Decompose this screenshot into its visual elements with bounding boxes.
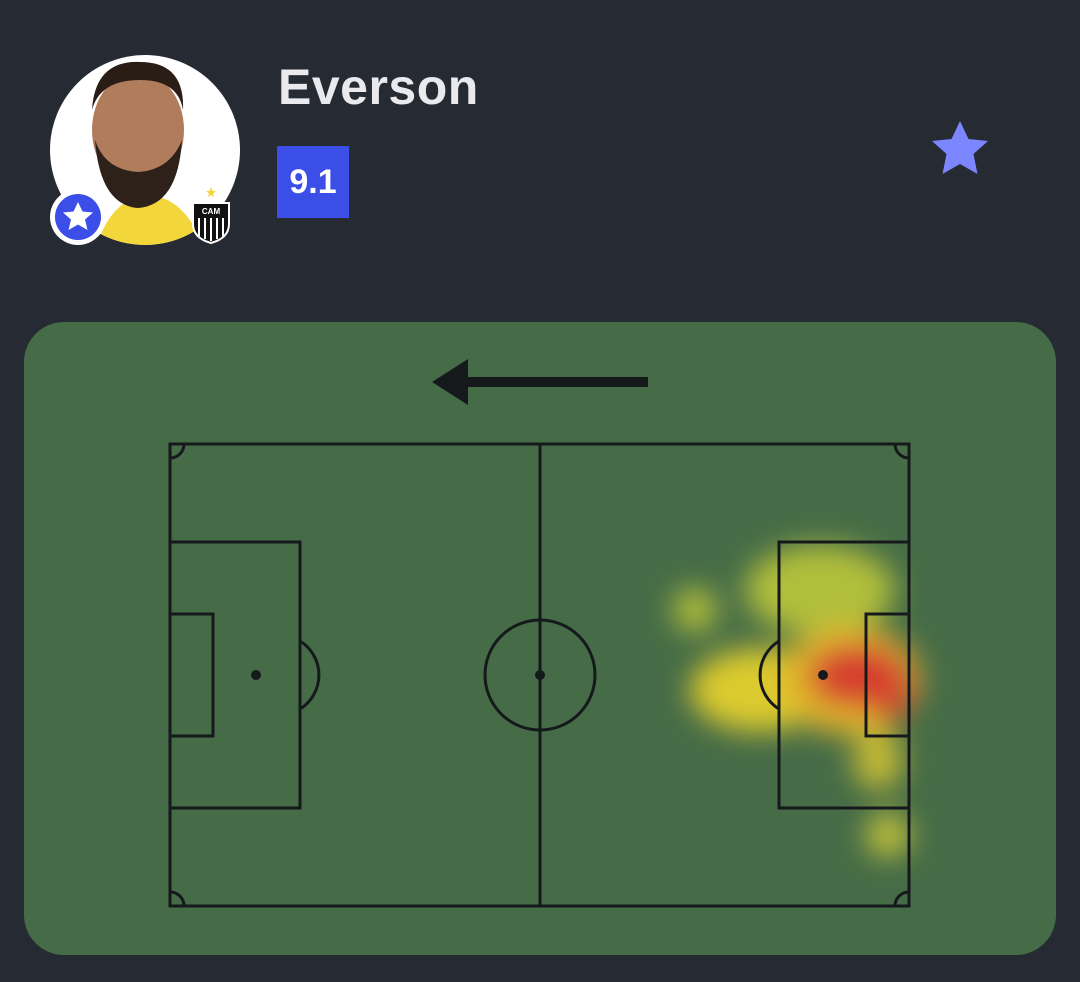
player-rating: 9.1 [277,146,349,218]
team-badge-text: CAM [202,207,221,216]
team-crest: CAM [192,187,230,245]
heatmap [673,545,920,857]
pitch-spots [251,670,828,680]
attack-direction-arrow [432,359,648,405]
player-star-badge [50,189,106,245]
favorite-star[interactable] [932,121,988,174]
player-name: Everson [278,59,479,115]
